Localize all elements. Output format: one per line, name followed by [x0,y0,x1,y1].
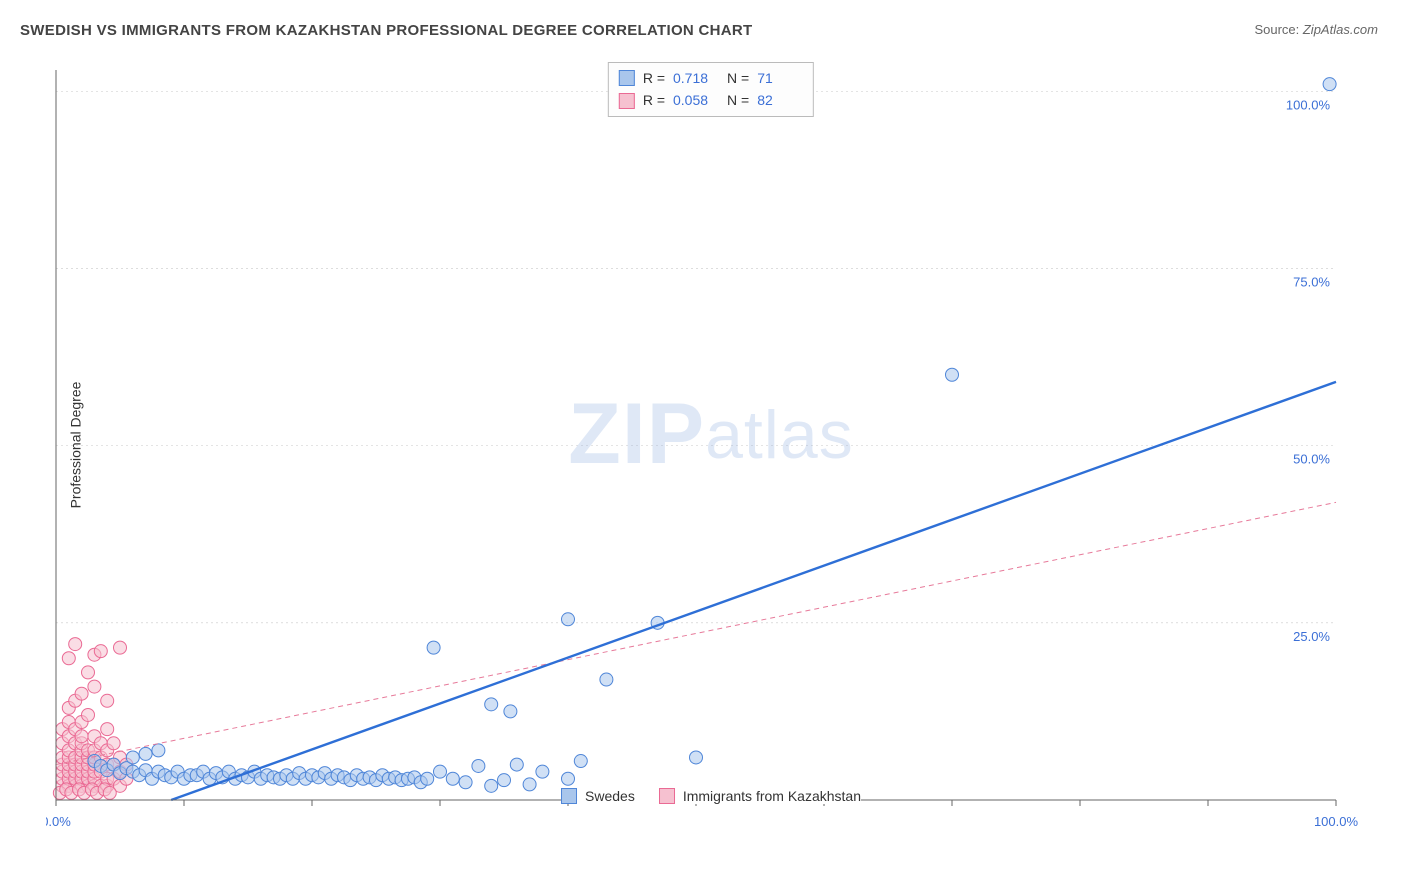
svg-text:25.0%: 25.0% [1293,629,1330,644]
legend-item-a: Swedes [561,788,635,804]
y-axis-label: Professional Degree [67,382,83,509]
series-b-trendline [56,502,1336,764]
plot-area: Professional Degree ZIPatlas 25.0% 50.0% 7… [46,60,1376,830]
swatch-series-b [619,93,635,109]
n-label-a: N = [727,67,749,89]
svg-text:50.0%: 50.0% [1293,452,1330,467]
legend-swatch-b [659,788,675,804]
watermark-text: ZIPatlas [568,386,853,482]
stats-row-series-b: R = 0.058 N = 82 [619,89,803,111]
stats-row-series-a: R = 0.718 N = 71 [619,67,803,89]
stats-legend-box: R = 0.718 N = 71 R = 0.058 N = 82 [608,62,814,117]
bottom-legend: Swedes Immigrants from Kazakhstan [561,788,861,804]
x-tick-labels: 0.0% 100.0% [46,814,1358,829]
y-tick-labels: 25.0% 50.0% 75.0% 100.0% [1286,97,1331,644]
n-value-a: 71 [757,67,803,89]
svg-text:0.0%: 0.0% [46,814,71,829]
r-label-b: R = [643,89,665,111]
n-value-b: 82 [757,89,803,111]
legend-swatch-a [561,788,577,804]
r-label-a: R = [643,67,665,89]
legend-label-b: Immigrants from Kazakhstan [683,788,861,804]
r-value-b: 0.058 [673,89,719,111]
source-attribution: Source: ZipAtlas.com [1254,22,1378,37]
gridlines [56,91,1336,623]
source-value: ZipAtlas.com [1303,22,1378,37]
r-value-a: 0.718 [673,67,719,89]
legend-item-b: Immigrants from Kazakhstan [659,788,861,804]
source-label: Source: [1254,22,1302,37]
swatch-series-a [619,70,635,86]
svg-text:100.0%: 100.0% [1314,814,1359,829]
n-label-b: N = [727,89,749,111]
svg-text:75.0%: 75.0% [1293,274,1330,289]
scatter-chart: ZIPatlas 25.0% 50.0% 75.0% 100.0% 0.0% 100.0… [46,60,1376,830]
svg-text:100.0%: 100.0% [1286,97,1331,112]
legend-label-a: Swedes [585,788,635,804]
chart-title: SWEDISH VS IMMIGRANTS FROM KAZAKHSTAN PR… [20,22,753,39]
